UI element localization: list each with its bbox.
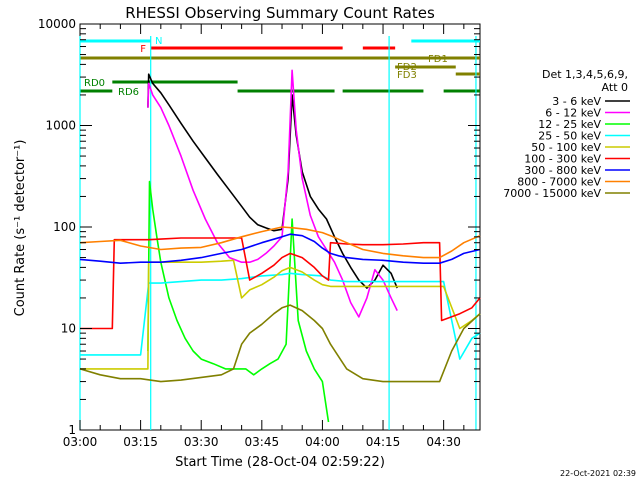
- y-tick-label: 1000: [45, 119, 76, 133]
- flag-label-fd1: FD1: [428, 54, 448, 65]
- x-tick-label: 04:30: [426, 435, 461, 449]
- x-tick-label: 03:30: [184, 435, 219, 449]
- x-tick-label: 04:00: [305, 435, 340, 449]
- y-tick-label: 1: [68, 423, 76, 437]
- flag-label-f: F: [140, 44, 146, 55]
- flag-label-rd0: RD0: [84, 78, 105, 89]
- legend-header-line-1: Det 1,3,4,5,6,9,: [542, 68, 628, 81]
- series-layer: [79, 69, 481, 423]
- legend-label-300-800-kev: 300 - 800 keV: [524, 164, 601, 177]
- flag-label-fd3: FD3: [397, 70, 417, 81]
- series-line-6-12-kev: [147, 69, 398, 318]
- legend-label-6-12-kev: 6 - 12 keV: [545, 107, 601, 120]
- series-line-25-50-kev: [80, 272, 481, 360]
- legend-label-12-25-kev: 12 - 25 keV: [538, 118, 601, 131]
- x-tick-label: 03:45: [245, 435, 280, 449]
- legend-label-100-300-kev: 100 - 300 keV: [524, 153, 601, 166]
- y-tick-label: 10: [61, 322, 76, 336]
- series-line-800-7000-kev: [79, 226, 481, 259]
- x-axis-label: Start Time (28-Oct-04 02:59:22): [175, 455, 385, 470]
- series-line-3-6-kev: [147, 73, 398, 289]
- x-tick-label: 03:00: [63, 435, 98, 449]
- series-line-12-25-kev: [147, 180, 330, 423]
- x-tick-label: 04:15: [366, 435, 401, 449]
- flag-label-rd6: RD6: [118, 87, 139, 98]
- y-tick-label: 100: [53, 220, 76, 234]
- y-axis: 1 10 100 1000 10000: [38, 17, 480, 437]
- legend-label-25-50-kev: 25 - 50 keV: [538, 130, 601, 143]
- x-axis: 03:00 03:15 03:30 03:45 04:00 04:15 04:30: [63, 24, 465, 449]
- flag-label-fd2: FD2: [397, 62, 417, 73]
- legend-header-line-2: Att 0: [602, 81, 628, 94]
- chart-title: RHESSI Observing Summary Count Rates: [125, 4, 435, 22]
- series-line-50-100-kev: [80, 259, 481, 370]
- legend-label-800-7000-kev: 800 - 7000 keV: [517, 176, 601, 189]
- footer-timestamp: 22-Oct-2021 02:39: [560, 469, 636, 478]
- series-line-100-300-kev: [80, 237, 481, 330]
- legend-label-7000-15000-kev: 7000 - 15000 keV: [503, 187, 601, 200]
- series-line-7000-15000-kev: [79, 304, 481, 383]
- x-tick-label: 03:15: [123, 435, 158, 449]
- y-tick-label: 10000: [38, 17, 76, 31]
- legend-label-3-6-kev: 3 - 6 keV: [552, 95, 601, 108]
- flag-label-n: N: [155, 36, 162, 47]
- series-line-300-800-kev: [79, 233, 481, 265]
- y-axis-label: Count Rate (s⁻¹ detector⁻¹): [13, 140, 28, 317]
- legend-label-50-100-kev: 50 - 100 keV: [531, 141, 601, 154]
